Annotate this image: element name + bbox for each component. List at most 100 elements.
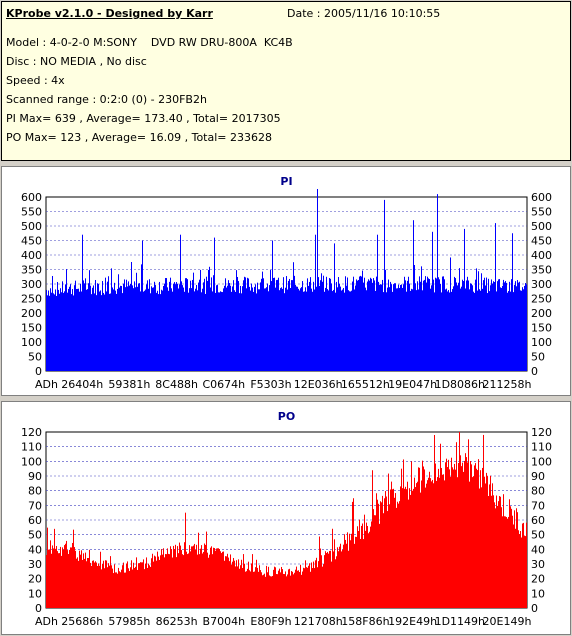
bar [214,237,215,371]
bar [431,481,432,608]
y-tick-label-left: 120 [21,426,42,439]
bar [370,526,371,608]
bar [376,276,377,371]
y-tick-label-right: 550 [531,206,552,219]
bar [93,285,94,371]
bar [134,567,135,608]
y-tick-label-right: 100 [531,455,552,468]
bar [297,286,298,371]
bar [350,540,351,608]
y-tick-label-left: 110 [21,441,42,454]
bar [411,461,412,608]
bar [326,553,327,608]
bar [396,288,397,371]
bar [506,282,507,371]
bar [438,468,439,608]
bar [472,477,473,608]
bar [296,566,297,608]
bar [342,289,343,371]
bar [293,574,294,608]
bar [133,562,134,608]
bar [146,557,147,608]
bar [200,548,201,608]
bar [449,469,450,608]
bar [478,459,479,608]
bar [396,507,397,608]
bar [429,279,430,371]
bar [78,288,79,371]
bar [336,281,337,371]
bar [58,289,59,371]
bar [271,576,272,608]
bar [136,557,137,608]
bar [63,292,64,371]
bar [86,289,87,371]
bar [346,543,347,608]
bar [99,291,100,371]
bar [139,283,140,371]
bar [156,560,157,608]
bar [452,467,453,608]
bar [384,199,385,371]
bar [319,536,320,608]
y-tick-label-left: 50 [28,351,42,364]
bar [360,538,361,608]
bar [498,501,499,608]
bar [459,268,460,371]
bar [377,499,378,608]
bar [391,481,392,608]
bar [480,290,481,371]
bar [214,548,215,608]
bar [275,287,276,371]
bar [523,289,524,371]
bar [493,281,494,371]
bar [237,566,238,608]
bar [466,457,467,608]
bar [343,287,344,371]
bar [249,570,250,608]
bar [192,279,193,371]
bar [292,280,293,371]
bar [281,566,282,608]
y-tick-label-left: 90 [28,470,42,483]
bar [392,291,393,371]
bar [243,280,244,371]
bar [416,290,417,371]
bar [59,553,60,608]
bar [491,279,492,371]
bar [374,515,375,608]
bar [292,571,293,608]
bar [113,289,114,371]
bar [108,563,109,608]
bar [302,571,303,608]
bar [266,565,267,608]
bar [121,286,122,371]
bar [461,466,462,608]
bar [148,563,149,608]
bar [430,288,431,371]
bar [133,288,134,371]
bar [198,532,199,608]
bar [425,276,426,371]
bar [68,554,69,608]
bar [525,283,526,371]
bar [475,463,476,608]
bar [469,481,470,608]
bar [71,547,72,608]
bar [263,278,264,371]
po-chart-panel: PO 0 0 10 10 20 20 30 30 40 40 50 50 60 60 70 70 80 80 90 90… [1,401,571,635]
bar [312,568,313,608]
bar [85,552,86,608]
bar [490,475,491,608]
bar [310,571,311,608]
bar [244,276,245,371]
bar [68,288,69,371]
bar [57,282,58,371]
bar [477,290,478,371]
bar [405,280,406,371]
bar [252,554,253,608]
bar [339,283,340,371]
bar [388,279,389,371]
bar [478,271,479,371]
bar [161,289,162,371]
